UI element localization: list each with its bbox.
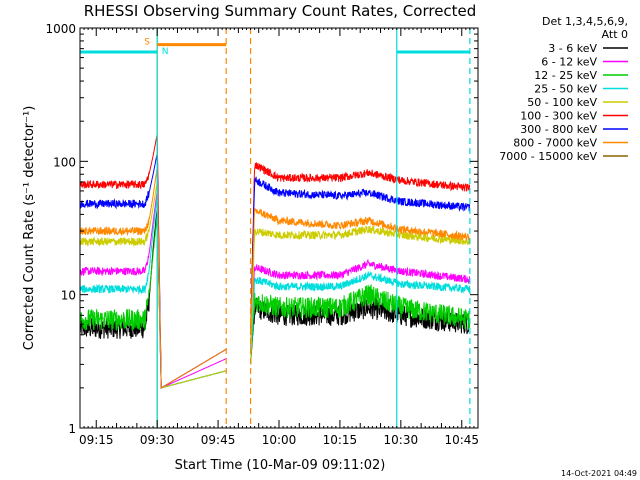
series-line-5 [79, 134, 471, 389]
x-tick-label-1030: 10:30 [384, 433, 419, 447]
series-line-7 [79, 168, 471, 389]
legend-label-6: 300 - 800 keV [520, 123, 597, 136]
y-axis-label: Corrected Count Rate (s⁻¹ detector⁻¹) [22, 106, 37, 351]
y-tick-label-1000: 1000 [45, 22, 76, 36]
y-tick-label-10: 10 [61, 289, 76, 303]
y-tick-label-1: 1 [68, 422, 76, 436]
x-tick-label-1015: 10:15 [323, 433, 358, 447]
y-tick-label-100: 100 [53, 155, 76, 169]
x-tick-label-1045: 10:45 [444, 433, 479, 447]
chart-title: RHESSI Observing Summary Count Rates, Co… [84, 2, 477, 20]
legend-label-1: 6 - 12 keV [541, 56, 597, 69]
series-line-1 [79, 192, 471, 389]
legend-label-0: 3 - 6 keV [548, 42, 597, 55]
legend-header-line-1: Det 1,3,4,5,6,9, [542, 15, 628, 28]
legend-label-3: 25 - 50 keV [534, 83, 597, 96]
legend-label-8: 7000 - 15000 keV [499, 150, 597, 163]
legend-header-line-2: Att 0 [602, 28, 628, 41]
footer-timestamp: 14-Oct-2021 04:49 [561, 469, 637, 478]
legend-label-5: 100 - 300 keV [520, 110, 597, 123]
x-tick-label-1000: 10:00 [262, 433, 297, 447]
x-tick-label-0915: 09:15 [79, 433, 114, 447]
legend-label-2: 12 - 25 keV [534, 69, 597, 82]
legend-label-4: 50 - 100 keV [527, 96, 597, 109]
x-tick-label-0945: 09:45 [201, 433, 236, 447]
x-axis-label: Start Time (10-Mar-09 09:11:02) [175, 458, 386, 473]
annotation-label-S: S [144, 38, 150, 48]
series-line-3 [79, 197, 471, 389]
plot-layer: SN [79, 28, 471, 428]
axis-layer: 1 10 100 1000 09:15 09:30 09:45 10:00 10:15 10:30… [45, 22, 479, 447]
x-tick-label-0930: 09:30 [140, 433, 175, 447]
plot-frame [79, 27, 479, 429]
legend-label-7: 800 - 7000 keV [513, 137, 597, 150]
series-line-4 [79, 182, 471, 389]
annotation-label-N: N [162, 47, 169, 57]
